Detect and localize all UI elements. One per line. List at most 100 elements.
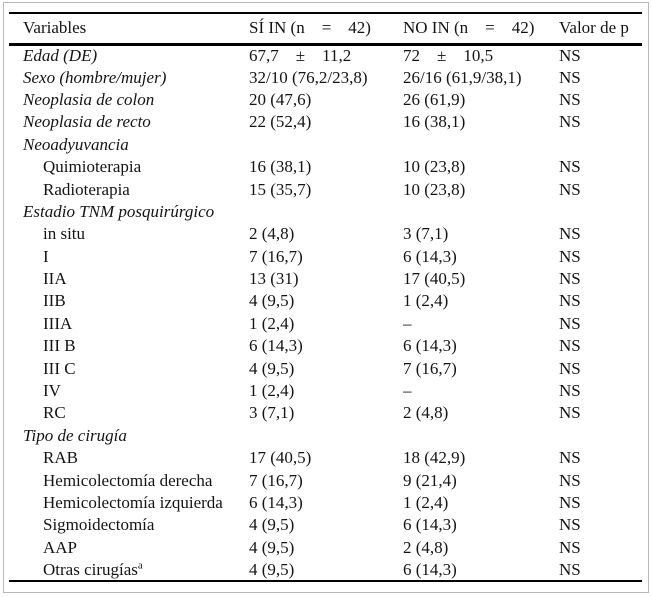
cell-variable-label: Estadio TNM posquirúrgico — [23, 201, 215, 221]
cell-si-in-value: 13 (31) — [249, 269, 299, 289]
table-row: Otras cirugíasa 4 (9,5) 6 (14,3) NS — [9, 559, 642, 581]
cell-no-in-value: 6 (14,3) — [403, 515, 457, 535]
cell-p-value: NS — [559, 358, 581, 378]
cell-p-value: NS — [559, 313, 581, 333]
cell-variable-label: I — [43, 246, 49, 266]
cell-no-in-value: – — [403, 381, 412, 401]
cell-no-in-value: 6 (14,3) — [403, 336, 457, 356]
cell-no-in-value: 26/16 (61,9/38,1) — [403, 67, 522, 87]
cell-p-value: NS — [559, 470, 581, 490]
cell-no-in-value: 72 ± 10,5 — [403, 45, 494, 65]
cell-variable-label: in situ — [43, 224, 86, 244]
cell-si-in-value: 32/10 (76,2/23,8) — [249, 67, 368, 87]
cell-variable-label: IIB — [43, 291, 66, 311]
table-body: Edad (DE) 67,7 ± 11,2 72 ± 10,5 NS Sexo (hom… — [9, 44, 642, 581]
cell-p-value: NS — [559, 179, 581, 199]
cell-no-in-value: 10 (23,8) — [403, 179, 466, 199]
cell-p-value — [559, 201, 642, 223]
column-header-si-in: SÍ IN (n = 42) — [249, 18, 371, 38]
cell-si-in-value: 22 (52,4) — [249, 112, 312, 132]
cell-variable-label: Otras cirugíasa — [43, 559, 143, 579]
cell-no-in-value: 10 (23,8) — [403, 157, 466, 177]
paper-table-figure: Variables SÍ IN (n = 42) NO IN (n = 42) … — [3, 2, 649, 593]
cell-no-in-value: 6 (14,3) — [403, 246, 457, 266]
cell-si-in-value: 17 (40,5) — [249, 448, 312, 468]
table-row: IIB 4 (9,5) 1 (2,4) NS — [9, 290, 642, 312]
cell-si-in-value: 2 (4,8) — [249, 224, 295, 244]
cell-si-in-value: 4 (9,5) — [249, 515, 295, 535]
table-row: III B 6 (14,3) 6 (14,3) NS — [9, 335, 642, 357]
cell-p-value: NS — [559, 493, 581, 512]
cell-p-value: NS — [559, 381, 581, 401]
section-header-row: Neoadyuvancia — [9, 134, 642, 156]
cell-no-in-value: 26 (61,9) — [403, 89, 466, 109]
table-row: AAP 4 (9,5) 2 (4,8) NS — [9, 537, 642, 559]
cell-no-in-value: 2 (4,8) — [403, 537, 449, 557]
table-row: I 7 (16,7) 6 (14,3) NS — [9, 246, 642, 268]
cell-p-value: NS — [559, 291, 581, 311]
cell-p-value: NS — [559, 157, 581, 177]
cell-p-value: NS — [559, 67, 581, 87]
cell-no-in-value: 16 (38,1) — [403, 112, 466, 132]
cell-no-in-value: 3 (7,1) — [403, 224, 449, 244]
cell-si-in-value: 6 (14,3) — [249, 493, 303, 512]
cell-variable-label: Hemicolectomía derecha — [43, 470, 213, 490]
cell-p-value: NS — [559, 403, 581, 423]
table-row: Quimioterapia 16 (38,1) 10 (23,8) NS — [9, 156, 642, 178]
table-row: Radioterapia 15 (35,7) 10 (23,8) NS — [9, 178, 642, 200]
cell-variable-label: IV — [43, 381, 61, 401]
cell-no-in-value: 2 (4,8) — [403, 403, 449, 423]
cell-p-value: NS — [559, 515, 581, 535]
cell-variable-label: Sexo (hombre/mujer) — [23, 67, 167, 87]
cell-p-value: NS — [559, 559, 581, 579]
section-header-row: Tipo de cirugía — [9, 425, 642, 447]
table-row: Sigmoidectomía 4 (9,5) 6 (14,3) NS — [9, 514, 642, 536]
cell-variable-label: Hemicolectomía izquierda — [43, 493, 223, 512]
cell-variable-label: Quimioterapia — [43, 157, 142, 177]
cell-si-in-value — [249, 201, 403, 223]
table-row: IIIA 1 (2,4) – NS — [9, 313, 642, 335]
column-header-variables: Variables — [23, 18, 87, 38]
cell-p-value: NS — [559, 112, 581, 132]
cell-variable-label: AAP — [43, 537, 78, 557]
cell-si-in-value — [249, 425, 403, 447]
table-row: Sexo (hombre/mujer) 32/10 (76,2/23,8) 26/1… — [9, 66, 642, 88]
cell-no-in-value: 6 (14,3) — [403, 559, 457, 579]
table-row: IV 1 (2,4) – NS — [9, 380, 642, 402]
table-row: Hemicolectomía derecha 7 (16,7) 9 (21,4) NS — [9, 469, 642, 491]
table-row: Edad (DE) 67,7 ± 11,2 72 ± 10,5 NS — [9, 44, 642, 66]
table-row: RC 3 (7,1) 2 (4,8) NS — [9, 402, 642, 424]
table-row: III C 4 (9,5) 7 (16,7) NS — [9, 357, 642, 379]
statistics-table: Variables SÍ IN (n = 42) NO IN (n = 42) … — [9, 12, 642, 583]
cell-variable-label: Neoplasia de colon — [23, 89, 155, 109]
cell-si-in-value: 4 (9,5) — [249, 291, 295, 311]
cell-no-in-value — [403, 134, 559, 156]
column-header-no-in: NO IN (n = 42) — [403, 18, 535, 38]
cell-no-in-value: 9 (21,4) — [403, 470, 457, 490]
cell-si-in-value: 6 (14,3) — [249, 336, 303, 356]
cell-p-value — [559, 134, 642, 156]
cell-variable-label: RC — [43, 403, 66, 423]
cell-variable-label: Neoplasia de recto — [23, 112, 151, 132]
cell-variable-label: RAB — [43, 448, 78, 468]
cell-variable-label: Tipo de cirugía — [23, 425, 127, 445]
cell-no-in-value: – — [403, 313, 412, 333]
cell-si-in-value: 15 (35,7) — [249, 179, 312, 199]
cell-si-in-value: 4 (9,5) — [249, 537, 295, 557]
table-row: Neoplasia de recto 22 (52,4) 16 (38,1) NS — [9, 111, 642, 133]
cell-variable-label: IIA — [43, 269, 67, 289]
section-header-row: Estadio TNM posquirúrgico — [9, 201, 642, 223]
cell-si-in-value — [249, 134, 403, 156]
cell-variable-label: Edad (DE) — [23, 45, 98, 65]
cell-p-value: NS — [559, 246, 581, 266]
cell-p-value: NS — [559, 448, 581, 468]
cell-variable-label: III B — [43, 336, 76, 356]
table-row: RAB 17 (40,5) 18 (42,9) NS — [9, 447, 642, 469]
cell-no-in-value: 17 (40,5) — [403, 269, 466, 289]
cell-si-in-value: 3 (7,1) — [249, 403, 295, 423]
table-row: IIA 13 (31) 17 (40,5) NS — [9, 268, 642, 290]
cell-variable-label: Radioterapia — [43, 179, 130, 199]
cell-si-in-value: 20 (47,6) — [249, 89, 312, 109]
cell-p-value: NS — [559, 45, 581, 65]
cell-variable-label: Sigmoidectomía — [43, 515, 155, 535]
